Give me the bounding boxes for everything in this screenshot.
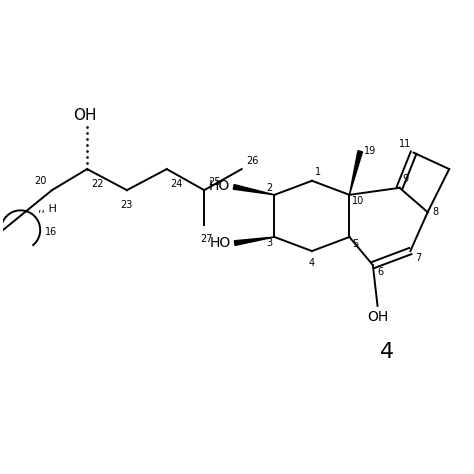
Text: HO: HO [210,236,231,250]
Text: OH: OH [367,310,388,324]
Text: 16: 16 [45,228,57,237]
Text: 24: 24 [171,179,183,190]
Text: 2: 2 [266,183,273,193]
Polygon shape [233,184,274,195]
Text: 26: 26 [246,156,259,166]
Text: 11: 11 [399,139,411,149]
Text: 27: 27 [201,234,213,244]
Text: 19: 19 [364,146,376,156]
Text: 22: 22 [91,179,103,190]
Text: ,, H: ,, H [38,204,57,214]
Text: 5: 5 [352,239,358,249]
Text: HO: HO [209,179,230,193]
Text: 4: 4 [380,342,394,362]
Text: 8: 8 [432,207,438,217]
Text: 6: 6 [377,267,383,277]
Text: 25: 25 [208,177,220,187]
Polygon shape [349,151,363,195]
Text: 3: 3 [266,238,273,248]
Text: 20: 20 [34,176,46,186]
Text: OH: OH [73,108,97,123]
Text: 10: 10 [352,196,364,206]
Text: 4: 4 [309,258,315,268]
Text: 7: 7 [415,254,421,264]
Text: 23: 23 [121,201,133,210]
Text: 9: 9 [402,174,408,184]
Polygon shape [234,237,274,246]
Text: 1: 1 [315,167,321,177]
